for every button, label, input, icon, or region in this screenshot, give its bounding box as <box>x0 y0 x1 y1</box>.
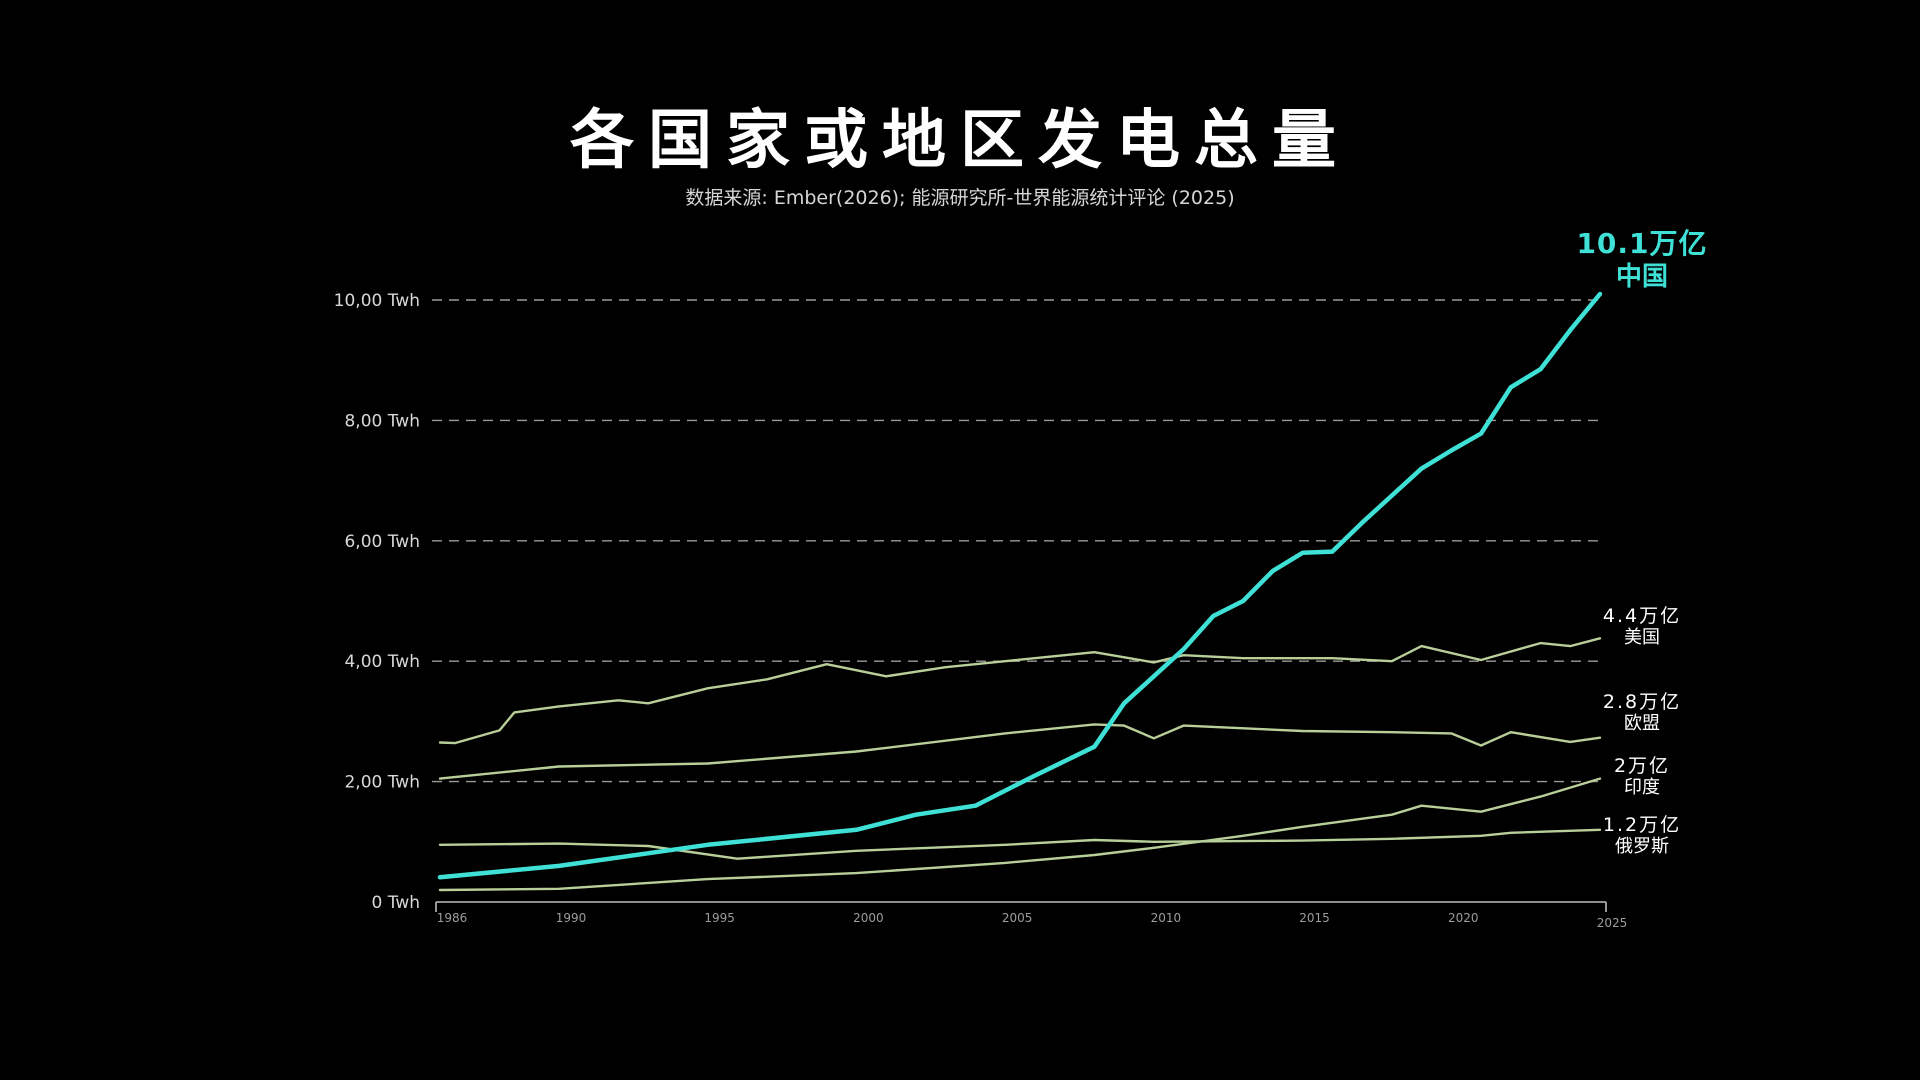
series-end-value: 1.2万亿 <box>1603 814 1681 836</box>
x-tick-label: 1995 <box>704 911 735 925</box>
series-line-0 <box>437 291 1603 880</box>
series-line-1 <box>438 637 1602 745</box>
series-line-4 <box>438 828 1602 860</box>
series-end-name: 美国 <box>1624 627 1660 648</box>
x-tick-label: 2000 <box>853 911 884 925</box>
y-tick-label: 0 Twh <box>372 893 420 913</box>
grid-lines <box>432 299 1600 783</box>
x-tick-label: 2010 <box>1151 911 1182 925</box>
series-end-name: 俄罗斯 <box>1615 836 1669 857</box>
y-tick-label: 4,00 Twh <box>344 652 420 672</box>
series-end-value: 4.4万亿 <box>1603 605 1681 627</box>
axes: 0 Twh 2,00 Twh 4,00 Twh 6,00 Twh 8,00 Twh 10,… <box>334 291 1628 930</box>
y-tick-label: 10,00 Twh <box>334 291 420 311</box>
y-tick-label: 2,00 Twh <box>344 773 420 793</box>
series-end-value: 2.8万亿 <box>1603 691 1681 713</box>
chart-title: 各国家或地区发电总量 <box>570 104 1350 178</box>
x-tick-label: 2015 <box>1299 911 1330 925</box>
series-line-2 <box>438 723 1602 780</box>
series-end-value: 2万亿 <box>1614 755 1670 777</box>
series-end-name: 欧盟 <box>1624 713 1660 734</box>
chart-subtitle: 数据来源: Ember(2026); 能源研究所-世界能源统计评论 (2025) <box>685 187 1234 209</box>
x-tick-label: 1986 <box>437 911 468 925</box>
series-end-name: 印度 <box>1624 777 1660 798</box>
series-end-value: 10.1万亿 <box>1576 227 1707 260</box>
series-lines <box>437 291 1603 892</box>
series-line-3 <box>438 777 1602 892</box>
x-tick-label: 1990 <box>556 911 587 925</box>
y-tick-label: 6,00 Twh <box>344 532 420 552</box>
x-tick-label: 2025 <box>1597 916 1628 930</box>
x-tick-label: 2020 <box>1448 911 1479 925</box>
y-tick-label: 8,00 Twh <box>344 411 420 431</box>
x-tick-label: 2005 <box>1002 911 1033 925</box>
series-end-name: 中国 <box>1616 262 1668 292</box>
